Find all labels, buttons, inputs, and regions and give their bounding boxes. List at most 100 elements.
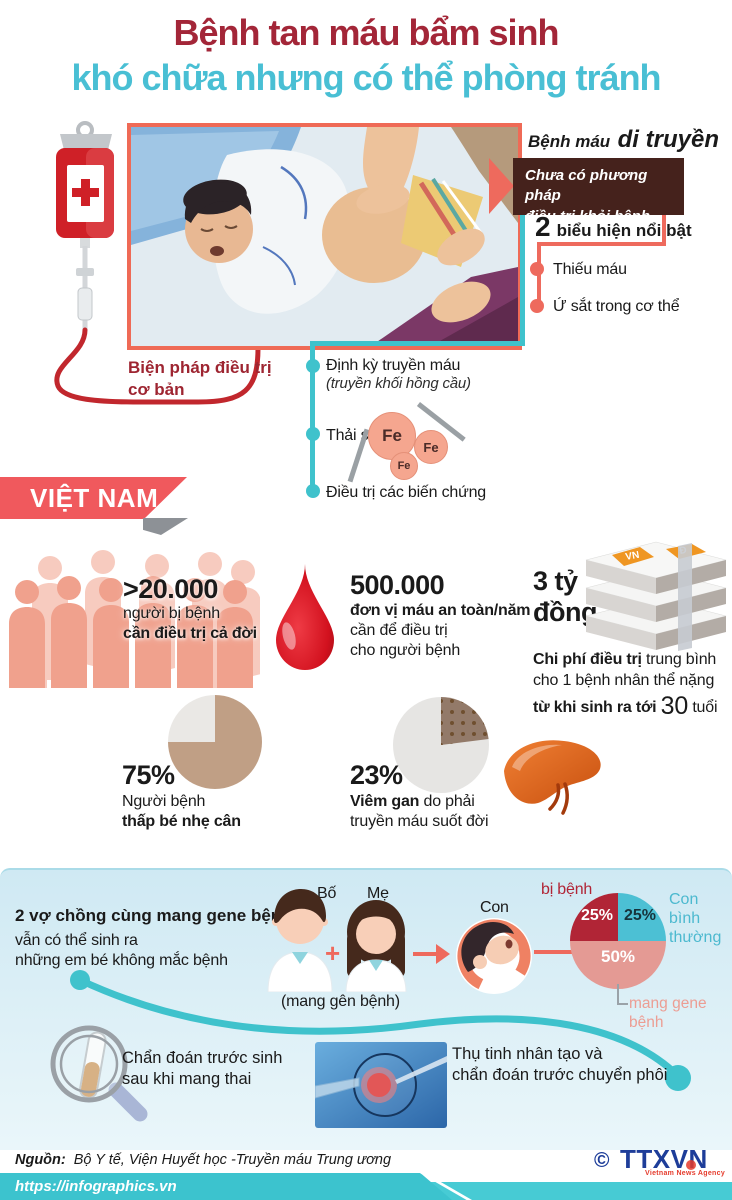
symptom-iron-overload: Ứ sắt trong cơ thể bbox=[553, 298, 680, 315]
basic-treatment-line1: Biện pháp điều trị bbox=[128, 358, 272, 377]
mother-avatar bbox=[345, 900, 407, 992]
plus-sign: + bbox=[325, 938, 341, 968]
cost-age-number: 30 bbox=[660, 692, 689, 720]
father-avatar bbox=[267, 889, 333, 992]
child-patient-illustration bbox=[127, 123, 522, 350]
cost-note-rest3: tuổi bbox=[692, 699, 718, 716]
disease-type-prefix: Bệnh máu bbox=[528, 132, 611, 151]
carriers-note: (mang gên bệnh) bbox=[281, 993, 400, 1010]
patients-line1: người bị bệnh bbox=[123, 605, 220, 622]
baby-pie-connector bbox=[534, 950, 572, 954]
normal-percent: 25% bbox=[623, 907, 657, 924]
basic-treatment-heading: Biện pháp điều trị cơ bản bbox=[128, 357, 272, 401]
red-connector-horizontal bbox=[537, 242, 666, 246]
blood-units-value: 500.000 bbox=[350, 570, 445, 600]
patient-photo-art bbox=[131, 127, 518, 346]
short-stature-value: 75% bbox=[122, 760, 175, 790]
ivf-line2: chẩn đoán trước chuyển phôi bbox=[452, 1066, 668, 1084]
carrier-percent: 50% bbox=[600, 947, 636, 966]
blood-units-line2: cần để điều trị bbox=[350, 622, 448, 639]
bullet-dot-complications bbox=[306, 484, 320, 498]
hepatitis-line1: Viêm gan do phải bbox=[350, 792, 475, 812]
baby-avatar bbox=[456, 918, 532, 994]
symptoms-count: 2 bbox=[535, 211, 551, 242]
prenatal-line1: Chẩn đoán trước sinh bbox=[122, 1049, 283, 1067]
blood-bag-icon bbox=[54, 121, 261, 405]
arrow-shaft bbox=[413, 952, 438, 956]
patients-line2: cần điều trị cả đời bbox=[123, 625, 257, 642]
no-cure-line2: điều trị khỏi bệnh bbox=[525, 207, 651, 225]
genetics-line2: vẫn có thể sinh ra bbox=[15, 932, 138, 949]
treatment-transfusion-note: (truyền khối hồng cầu) bbox=[326, 375, 471, 392]
carrier-label: mang gene bệnh bbox=[629, 995, 707, 1032]
short-stature-line2: thấp bé nhẹ cân bbox=[122, 813, 241, 830]
iron-molecule-icon: Fe bbox=[414, 430, 448, 464]
disease-type-label: Bệnh máu di truyền bbox=[528, 126, 719, 154]
cost-value-line1: 3 tỷ bbox=[533, 566, 578, 596]
ribbon-fold bbox=[143, 518, 188, 535]
hepatitis-pie-chart bbox=[393, 697, 489, 793]
source-text: Bộ Y tế, Viện Huyết học -Truyền máu Trun… bbox=[73, 1152, 392, 1168]
source-label: Nguồn: bbox=[15, 1152, 66, 1168]
father-label: Bố bbox=[317, 885, 337, 902]
bottom-bar-left bbox=[0, 1173, 452, 1200]
ivf-embryo-icon bbox=[315, 1042, 447, 1128]
symptoms-heading-text: biểu hiện nổi bật bbox=[556, 221, 692, 240]
teal-connector-vertical-right bbox=[520, 214, 525, 346]
cost-note-rest: trung bình bbox=[646, 651, 717, 668]
vietnam-label: VIỆT NAM bbox=[30, 483, 159, 513]
website-url: https://infographics.vn bbox=[15, 1178, 177, 1195]
vnd-label: VN bbox=[625, 550, 641, 563]
ivf-line1: Thụ tinh nhân tạo và bbox=[452, 1045, 603, 1063]
basic-treatment-line2: cơ bản bbox=[128, 380, 185, 400]
symptom-anemia: Thiếu máu bbox=[553, 261, 627, 278]
hepatitis-line2: truyền máu suốt đời bbox=[350, 813, 489, 830]
bullet-dot-iron-overload bbox=[530, 299, 544, 313]
arrow-right-icon bbox=[489, 158, 514, 214]
normal-label: Con bình thường bbox=[669, 891, 722, 946]
teal-connector-horizontal bbox=[310, 341, 525, 346]
blood-drop-icon bbox=[276, 564, 334, 670]
patients-value: >20.000 bbox=[123, 574, 218, 604]
vietnam-ribbon: VIỆT NAM bbox=[0, 477, 187, 519]
page-title: Bệnh tan máu bẩm sinh bbox=[173, 12, 559, 53]
short-stature-line1: Người bệnh bbox=[122, 793, 206, 810]
liver-icon bbox=[504, 740, 601, 815]
blood-units-line1: đơn vị máu an toàn/năm bbox=[350, 602, 531, 619]
iron-molecule-icon: Fe bbox=[390, 452, 418, 480]
sick-percent: 25% bbox=[580, 907, 614, 924]
no-cure-line1: Chưa có phương pháp bbox=[525, 167, 648, 205]
treatment-complications-label: Điều trị các biến chứng bbox=[326, 484, 486, 501]
red-connector-vertical bbox=[662, 215, 666, 245]
cost-note-line3: từ khi sinh ra tới 30 tuổi bbox=[533, 691, 718, 722]
genetics-line3: những em bé không mắc bệnh bbox=[15, 952, 228, 969]
no-cure-box: Chưa có phương pháp điều trị khỏi bệnh bbox=[513, 158, 684, 225]
carrier-callout-line bbox=[617, 984, 628, 1005]
hepatitis-value: 23% bbox=[350, 760, 403, 790]
logo-subtitle: Vietnam News Agency bbox=[645, 1170, 726, 1177]
cost-note-bold3: từ khi sinh ra tới bbox=[533, 699, 657, 716]
source-note: Nguồn: Bộ Y tế, Viện Huyết học -Truyền m… bbox=[15, 1152, 391, 1168]
bullet-dot-transfusion bbox=[306, 359, 320, 373]
blood-units-line3: cho người bệnh bbox=[350, 642, 461, 659]
sick-label: bị bệnh bbox=[541, 881, 593, 898]
cost-value: 3 tỷ đồng bbox=[533, 566, 597, 628]
page-subtitle: khó chữa nhưng có thể phòng tránh bbox=[71, 57, 661, 98]
symptoms-heading: 2 biểu hiện nổi bật bbox=[535, 211, 692, 243]
genetics-heading: 2 vợ chồng cùng mang gene bệnh bbox=[15, 906, 292, 925]
short-stature-pie-chart bbox=[168, 695, 262, 789]
cost-note-bold: Chi phí điều trị bbox=[533, 651, 642, 668]
disease-type-bold: di truyền bbox=[617, 126, 719, 153]
hepatitis-rest: do phải bbox=[423, 793, 475, 810]
hepatitis-bold: Viêm gan bbox=[350, 793, 420, 810]
teal-connector-vertical-left bbox=[310, 341, 315, 494]
magnifier-testtube-icon bbox=[50, 1025, 148, 1122]
mother-label: Mẹ bbox=[367, 885, 389, 902]
bullet-dot-iron bbox=[306, 427, 320, 441]
cost-note-line2: cho 1 bệnh nhân thể nặng bbox=[533, 672, 715, 689]
money-stack-icon: VN Đ bbox=[585, 541, 727, 651]
prenatal-line2: sau khi mang thai bbox=[122, 1070, 252, 1088]
arrow-right-icon bbox=[436, 944, 450, 964]
teal-swoosh-connector bbox=[70, 970, 691, 1091]
